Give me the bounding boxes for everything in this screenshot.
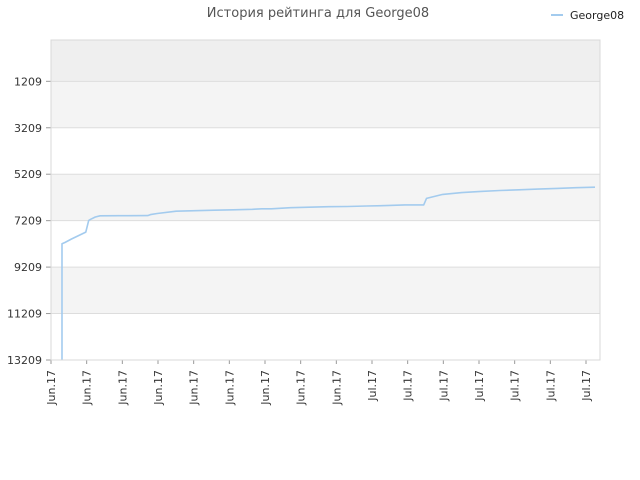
y-tick-label: 3209 (14, 122, 42, 135)
x-tick-label: Jun.17 (116, 370, 129, 406)
x-tick-label: Jun.17 (45, 370, 58, 406)
x-tick-label: Jun.17 (295, 370, 308, 406)
x-tick-label: Jul.17 (509, 370, 522, 402)
grid-lines (51, 80, 600, 361)
y-axis-ticks: 1209 3209 5209 7209 9209 11209 13209 (7, 75, 51, 367)
x-tick-label: Jun.17 (223, 370, 236, 406)
y-tick-label: 11209 (7, 308, 42, 321)
y-tick-label: 5209 (14, 168, 42, 181)
legend-label: George08 (570, 9, 624, 22)
plot-band (51, 174, 600, 221)
x-tick-label: Jul.17 (366, 370, 379, 402)
plot-band (51, 40, 600, 82)
x-tick-label: Jun.17 (259, 370, 272, 406)
x-tick-label: Jul.17 (402, 370, 415, 402)
y-tick-label: 1209 (14, 75, 42, 88)
x-tick-label: Jul.17 (544, 370, 557, 402)
series-line-George08 (61, 186, 596, 360)
y-tick-label: 7209 (14, 215, 42, 228)
plot-background (51, 40, 600, 360)
x-tick-label: Jun.17 (330, 370, 343, 406)
plot-band (51, 127, 600, 175)
x-tick-label: Jul.17 (580, 370, 593, 402)
plot-band (51, 220, 600, 268)
plot-band (51, 267, 600, 314)
x-tick-label: Jul.17 (473, 370, 486, 402)
series-group (61, 186, 596, 360)
chart-title: История рейтинга для George08 (207, 6, 429, 21)
x-tick-label: Jul.17 (437, 370, 450, 402)
x-axis-ticks: Jun.17 Jun.17 Jun.17 Jun.17 Jun.17 Jun.17 Jun.… (45, 360, 593, 406)
x-tick-label: Jun.17 (188, 370, 201, 406)
plot-band (51, 81, 600, 128)
y-tick-label: 13209 (7, 354, 42, 367)
plot-border (50, 39, 601, 361)
plot-band (51, 313, 600, 360)
legend: George08 (551, 9, 624, 22)
x-tick-label: Jun.17 (81, 370, 94, 406)
x-tick-label: Jun.17 (152, 370, 165, 406)
y-tick-label: 9209 (14, 261, 42, 274)
